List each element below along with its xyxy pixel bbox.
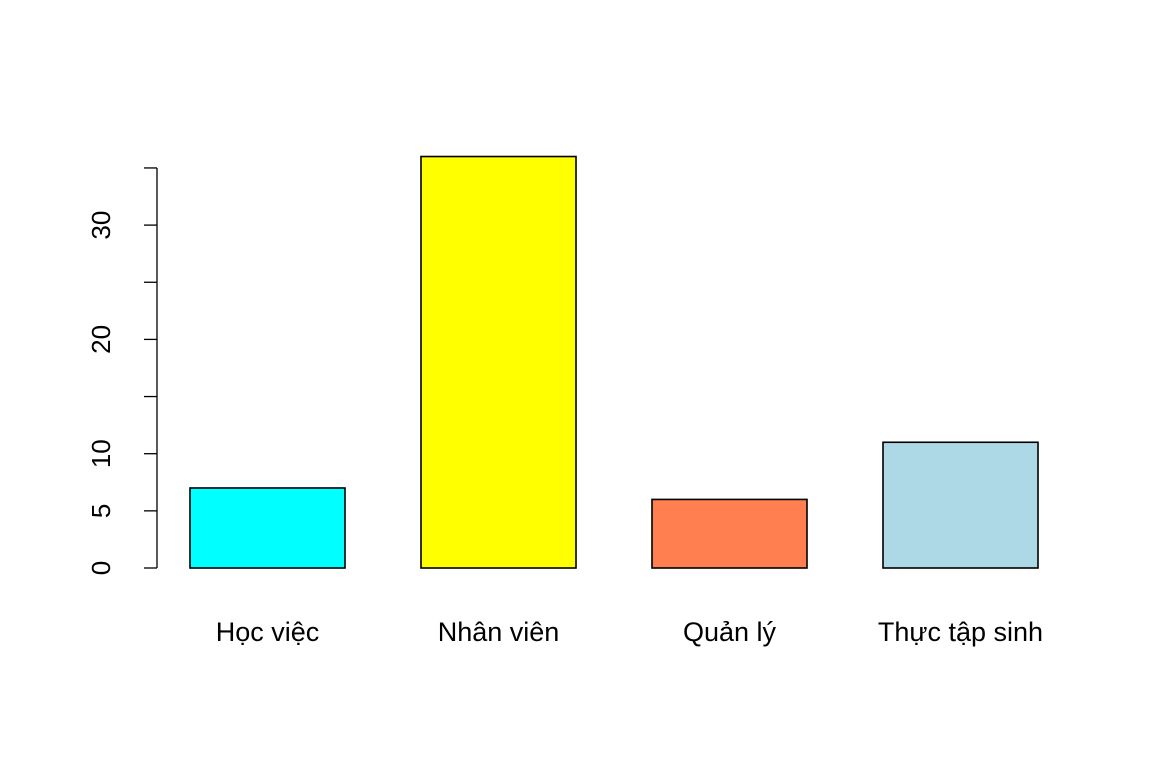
bars-group — [189, 155, 1039, 569]
y-tick-label: 10 — [86, 439, 116, 468]
bar — [651, 498, 808, 569]
bar — [189, 487, 346, 569]
bar — [420, 155, 577, 569]
bar — [882, 441, 1039, 569]
y-axis: 0 5 10 20 30 — [86, 167, 158, 575]
y-tick-label: 5 — [86, 504, 116, 518]
x-category-label: Học việc — [216, 617, 320, 647]
y-tick-label: 30 — [86, 211, 116, 240]
x-axis-labels: Học việc Nhân viên Quản lý Thực tập sinh — [216, 617, 1043, 647]
y-tick-label: 0 — [86, 561, 116, 575]
x-category-label: Thực tập sinh — [878, 617, 1043, 647]
x-category-label: Quản lý — [683, 617, 777, 647]
y-tick-label: 20 — [86, 325, 116, 354]
x-category-label: Nhân viên — [438, 617, 560, 647]
